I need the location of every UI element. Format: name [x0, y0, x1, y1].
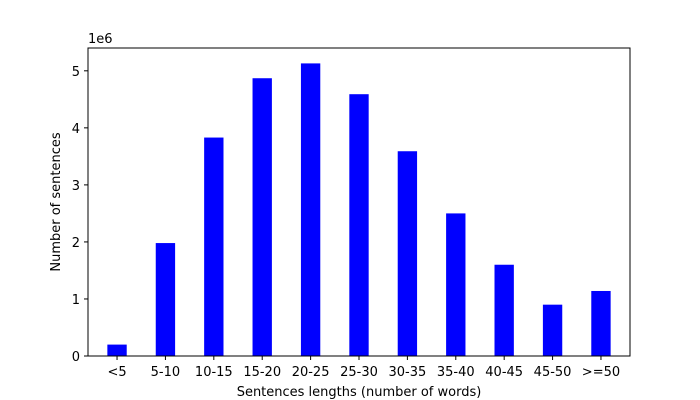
y-axis-label: Number of sentences — [49, 132, 64, 272]
x-tick-label: 15-20 — [243, 365, 281, 380]
bar-1 — [155, 243, 176, 356]
bar-6 — [397, 151, 418, 356]
y-tick-label: 2 — [72, 236, 80, 251]
y-tick-label: 1 — [72, 293, 80, 308]
y-tick-label: 0 — [72, 350, 80, 365]
plot-frame — [87, 47, 631, 357]
y-tick-label: 3 — [72, 179, 80, 194]
y-tick-label: 5 — [72, 65, 80, 80]
bar-0 — [107, 344, 127, 356]
x-tick-label: >=50 — [582, 365, 620, 380]
x-tick-label: 35-40 — [437, 365, 475, 380]
x-tick-label: 25-30 — [340, 365, 378, 380]
x-tick-label: 10-15 — [195, 365, 233, 380]
y-offset-label: 1e6 — [88, 32, 113, 47]
bar-8 — [494, 264, 514, 356]
x-tick-label: <5 — [107, 365, 126, 380]
bar-7 — [446, 213, 466, 356]
x-tick-label: 30-35 — [389, 365, 427, 380]
bar-4 — [300, 63, 321, 357]
y-tick-label: 4 — [72, 122, 80, 137]
x-tick-label: 20-25 — [292, 365, 330, 380]
x-ticks-group: <5 5-10 10-15 15-20 20-25 25-30 30-35 35-40 40-4… — [107, 356, 620, 380]
bar-9 — [542, 304, 563, 356]
bar-3 — [252, 78, 272, 357]
x-tick-label: 40-45 — [485, 365, 523, 380]
bar-10 — [591, 290, 611, 356]
y-ticks-group: 0 1 2 3 4 5 — [72, 65, 88, 365]
bar-2 — [204, 137, 224, 356]
bars-group — [107, 63, 611, 357]
x-tick-label: 5-10 — [151, 365, 181, 380]
bar-5 — [349, 94, 369, 356]
x-tick-label: 45-50 — [534, 365, 572, 380]
x-axis-label: Sentences lengths (number of words) — [237, 385, 482, 400]
